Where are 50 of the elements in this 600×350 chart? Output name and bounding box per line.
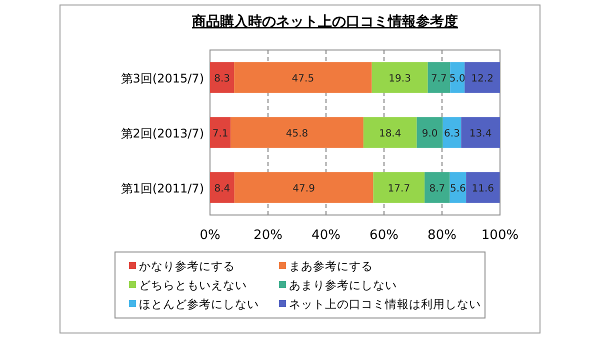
data-label: 8.7 bbox=[429, 184, 446, 194]
data-label: 7.7 bbox=[431, 74, 447, 84]
data-label: 11.6 bbox=[472, 184, 494, 194]
y-tick-label: 第2回(2013/7) bbox=[120, 126, 204, 140]
legend-label: ほとんど参考にしない bbox=[139, 297, 259, 311]
x-tick-label: 0% bbox=[200, 228, 220, 243]
data-label: 45.8 bbox=[286, 128, 308, 140]
bar bbox=[442, 117, 462, 148]
data-label: 6.3 bbox=[444, 128, 460, 140]
bar bbox=[466, 172, 500, 203]
x-tick-label: 40% bbox=[312, 228, 340, 243]
data-label: 18.4 bbox=[378, 128, 402, 140]
bar bbox=[372, 62, 428, 93]
bar bbox=[210, 172, 234, 203]
x-tick-label: 100% bbox=[481, 228, 519, 243]
legend-label: どちらともいえない bbox=[139, 278, 247, 292]
legend-label: かなり参考にする bbox=[139, 259, 235, 273]
data-label: 17.7 bbox=[388, 184, 410, 194]
y-tick-label: 第3回(2015/7) bbox=[120, 72, 204, 86]
legend-label: ネット上の口コミ情報は利用しない bbox=[289, 297, 481, 311]
bar bbox=[210, 117, 231, 148]
data-label: 5.6 bbox=[450, 184, 466, 194]
data-label: 9.0 bbox=[422, 128, 438, 140]
bar bbox=[210, 62, 234, 93]
x-tick-label: 60% bbox=[370, 228, 398, 243]
data-label: 19.3 bbox=[388, 74, 411, 84]
data-label: 13.4 bbox=[469, 128, 492, 140]
bar bbox=[464, 62, 500, 93]
bar bbox=[234, 62, 372, 93]
y-tick-label: 第1回(2011/7) bbox=[120, 182, 204, 196]
data-label: 47.9 bbox=[292, 184, 315, 194]
bar bbox=[461, 117, 500, 148]
data-label: 7.1 bbox=[212, 128, 228, 140]
bar bbox=[363, 117, 417, 148]
data-label: 12.2 bbox=[471, 74, 494, 84]
legend-label: まあ参考にする bbox=[289, 259, 373, 273]
chart-title: 商品購入時のネット上の口コミ情報参考度 bbox=[191, 13, 458, 30]
data-label: 5.0 bbox=[449, 74, 466, 84]
x-tick-label: 80% bbox=[428, 228, 456, 243]
data-label: 8.4 bbox=[214, 184, 230, 194]
data-label: 8.3 bbox=[214, 74, 230, 84]
x-tick-label: 20% bbox=[254, 228, 282, 243]
bar bbox=[230, 117, 364, 148]
bar bbox=[373, 172, 425, 203]
legend-label: あまり参考にしない bbox=[289, 278, 397, 292]
bar bbox=[234, 172, 374, 203]
data-label: 47.5 bbox=[292, 74, 314, 84]
bar bbox=[416, 117, 443, 148]
bar bbox=[428, 62, 450, 93]
bar bbox=[424, 172, 450, 203]
